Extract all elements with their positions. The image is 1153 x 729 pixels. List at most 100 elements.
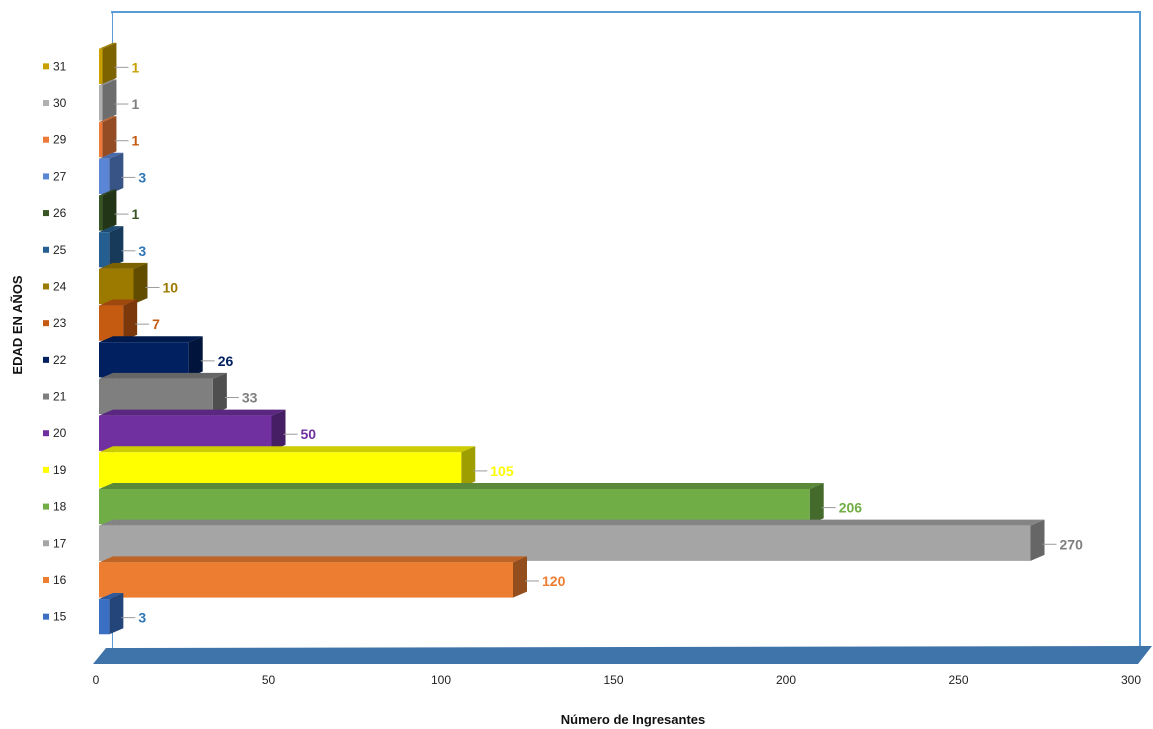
x-tick-250: 250 — [948, 673, 968, 687]
bar-19 — [99, 446, 476, 488]
bar-end-17 — [1030, 519, 1045, 561]
bar-end-18 — [809, 482, 824, 525]
data-label-29: 1 — [131, 133, 139, 149]
legend-swatch-18 — [43, 503, 49, 510]
bar-top-23 — [99, 299, 138, 306]
category-label-19: 19 — [53, 463, 67, 477]
bar-top-20 — [99, 409, 286, 416]
bar-end-25 — [109, 226, 124, 268]
bar-front-20 — [99, 415, 272, 451]
legend-swatch-22 — [43, 356, 49, 363]
bar-front-29 — [99, 122, 103, 158]
bar-top-22 — [99, 336, 203, 343]
legend-swatch-31 — [43, 63, 49, 70]
data-label-23: 7 — [152, 316, 160, 332]
category-label-16: 16 — [53, 573, 67, 587]
legend-swatch-16 — [43, 576, 49, 583]
bar-30 — [99, 79, 117, 121]
data-label-27: 3 — [138, 169, 146, 185]
bar-24 — [99, 262, 148, 305]
bar-end-21 — [212, 372, 227, 415]
bar-front-16 — [99, 562, 513, 598]
bar-end-24 — [133, 262, 148, 305]
bar-front-18 — [99, 488, 810, 525]
legend-swatch-26 — [43, 210, 49, 217]
bar-15 — [99, 593, 124, 635]
bar-top-31 — [99, 42, 117, 49]
data-label-26: 1 — [131, 206, 139, 222]
legend-swatch-27 — [43, 173, 49, 180]
bar-end-29 — [102, 116, 117, 158]
legend-swatch-25 — [43, 246, 49, 253]
x-tick-200: 200 — [776, 673, 796, 687]
x-tick-300: 300 — [1121, 673, 1141, 687]
bar-top-16 — [99, 556, 527, 563]
bar-front-24 — [99, 268, 134, 305]
bar-22 — [99, 336, 203, 378]
bar-23 — [99, 299, 138, 341]
category-label-29: 29 — [53, 133, 67, 147]
data-label-19: 105 — [490, 463, 514, 479]
data-label-20: 50 — [301, 426, 317, 442]
x-axis-title: Número de Ingresantes — [561, 712, 706, 727]
bar-top-30 — [99, 79, 117, 86]
data-label-17: 270 — [1060, 536, 1084, 552]
bar-top-15 — [99, 593, 124, 600]
bar-18 — [99, 482, 824, 525]
bar-top-24 — [99, 262, 148, 269]
category-label-31: 31 — [53, 59, 67, 73]
bar-front-25 — [99, 232, 110, 268]
legend-swatch-19 — [43, 466, 49, 473]
bar-end-30 — [102, 79, 117, 121]
x-tick-50: 50 — [262, 673, 276, 687]
bar-end-15 — [109, 593, 124, 635]
bar-front-21 — [99, 378, 213, 415]
legend-swatch-17 — [43, 540, 49, 547]
bar-26 — [99, 189, 117, 231]
data-label-21: 33 — [242, 390, 258, 406]
data-label-31: 1 — [131, 59, 139, 75]
data-label-30: 1 — [131, 96, 139, 112]
x-tick-100: 100 — [431, 673, 451, 687]
bar-end-20 — [271, 409, 286, 451]
legend-swatch-24 — [43, 283, 49, 290]
data-label-16: 120 — [542, 573, 566, 589]
x-tick-150: 150 — [603, 673, 623, 687]
category-label-21: 21 — [53, 390, 67, 404]
category-label-30: 30 — [53, 96, 67, 110]
legend-swatch-21 — [43, 393, 49, 400]
category-label-27: 27 — [53, 169, 67, 183]
data-label-15: 3 — [138, 610, 146, 626]
category-label-23: 23 — [53, 316, 67, 330]
bar-31 — [99, 42, 117, 84]
bar-top-26 — [99, 189, 117, 196]
legend-swatch-23 — [43, 320, 49, 327]
bar-end-31 — [102, 42, 117, 84]
bar-16 — [99, 556, 527, 598]
y-axis-title: EDAD EN AÑOS — [10, 275, 25, 375]
bar-top-21 — [99, 372, 227, 379]
bar-top-25 — [99, 226, 124, 233]
bar-end-26 — [102, 189, 117, 231]
bar-front-30 — [99, 85, 103, 121]
legend-swatch-15 — [43, 613, 49, 620]
category-label-25: 25 — [53, 243, 67, 257]
bar-end-22 — [188, 336, 203, 378]
category-label-15: 15 — [53, 610, 67, 624]
legend-swatch-29 — [43, 136, 49, 143]
bar-end-16 — [513, 556, 527, 598]
bar-21 — [99, 372, 227, 415]
legend-swatch-20 — [43, 430, 49, 437]
bar-front-27 — [99, 158, 110, 195]
bar-top-27 — [99, 152, 124, 159]
bar-top-18 — [99, 482, 824, 489]
data-label-25: 3 — [138, 243, 146, 259]
x-tick-0: 0 — [93, 673, 100, 687]
data-label-18: 206 — [839, 500, 863, 516]
bar-front-26 — [99, 195, 103, 231]
bar-17 — [99, 519, 1045, 561]
bar-front-17 — [99, 525, 1031, 561]
bar-front-15 — [99, 599, 110, 635]
category-label-24: 24 — [53, 279, 67, 293]
